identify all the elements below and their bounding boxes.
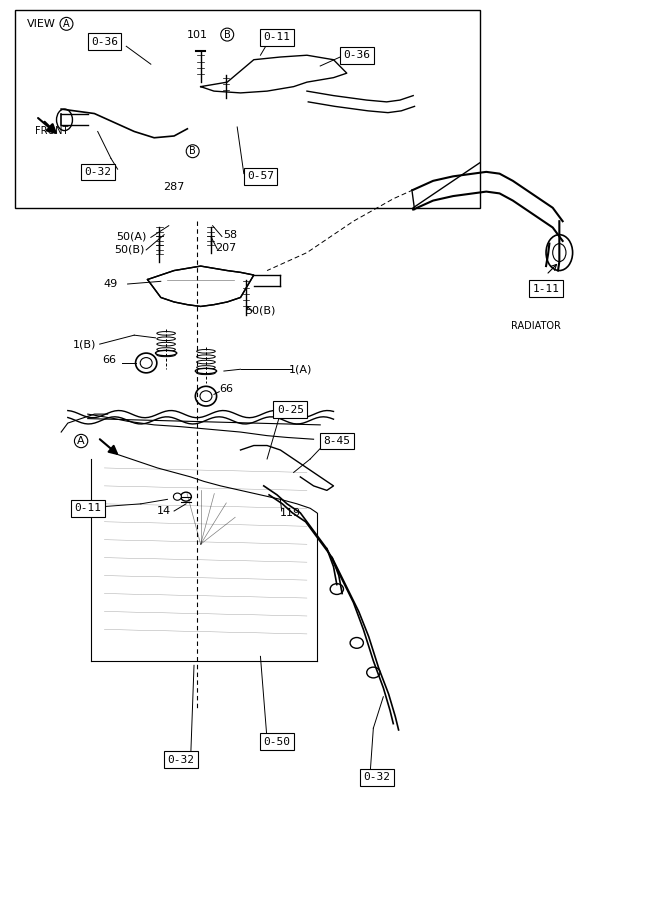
Text: B: B <box>189 146 196 157</box>
Ellipse shape <box>157 353 175 356</box>
Ellipse shape <box>330 584 344 595</box>
Ellipse shape <box>195 368 217 373</box>
Text: 50(B): 50(B) <box>115 245 145 255</box>
FancyBboxPatch shape <box>15 11 480 208</box>
Ellipse shape <box>197 371 215 374</box>
Text: 8-45: 8-45 <box>323 436 350 446</box>
Ellipse shape <box>197 355 215 358</box>
Text: 287: 287 <box>163 182 185 192</box>
Text: 0-32: 0-32 <box>84 166 111 177</box>
Text: 58: 58 <box>223 230 237 239</box>
Ellipse shape <box>197 349 215 353</box>
Text: 50(A): 50(A) <box>116 231 146 241</box>
Text: 119: 119 <box>279 508 301 518</box>
Text: 66: 66 <box>103 356 117 365</box>
Text: 0-57: 0-57 <box>247 171 274 181</box>
Text: 14: 14 <box>157 506 171 516</box>
Ellipse shape <box>140 357 152 368</box>
Polygon shape <box>147 266 253 306</box>
Ellipse shape <box>181 492 191 501</box>
Text: 50(B): 50(B) <box>245 306 275 316</box>
Text: 0-32: 0-32 <box>363 772 390 782</box>
Ellipse shape <box>350 637 364 648</box>
Ellipse shape <box>157 331 175 335</box>
Ellipse shape <box>367 667 380 678</box>
Text: 0-36: 0-36 <box>91 37 118 47</box>
Ellipse shape <box>195 386 217 406</box>
Ellipse shape <box>173 493 181 500</box>
Text: 0-32: 0-32 <box>167 754 194 764</box>
Text: 101: 101 <box>187 30 208 40</box>
Text: 0-11: 0-11 <box>263 32 291 42</box>
Text: 0-50: 0-50 <box>263 736 291 747</box>
Text: 1(B): 1(B) <box>73 339 96 349</box>
Ellipse shape <box>197 360 215 364</box>
Text: 207: 207 <box>215 243 237 253</box>
Ellipse shape <box>157 337 175 340</box>
Text: 1(A): 1(A) <box>289 364 312 374</box>
Text: A: A <box>63 19 70 29</box>
Text: RADIATOR: RADIATOR <box>511 321 561 331</box>
Ellipse shape <box>155 350 177 356</box>
Text: 1-11: 1-11 <box>532 284 560 293</box>
Text: A: A <box>77 436 85 446</box>
Text: 49: 49 <box>104 279 118 289</box>
Ellipse shape <box>157 342 175 346</box>
Ellipse shape <box>135 353 157 373</box>
Ellipse shape <box>157 347 175 351</box>
Text: 0-11: 0-11 <box>74 503 101 513</box>
Ellipse shape <box>197 365 215 369</box>
Ellipse shape <box>200 391 212 401</box>
Text: 0-25: 0-25 <box>277 405 304 415</box>
Text: 66: 66 <box>219 384 233 394</box>
Text: VIEW: VIEW <box>27 19 55 29</box>
Text: 0-36: 0-36 <box>344 50 370 60</box>
Text: B: B <box>224 30 231 40</box>
Text: FRONT: FRONT <box>35 127 68 137</box>
